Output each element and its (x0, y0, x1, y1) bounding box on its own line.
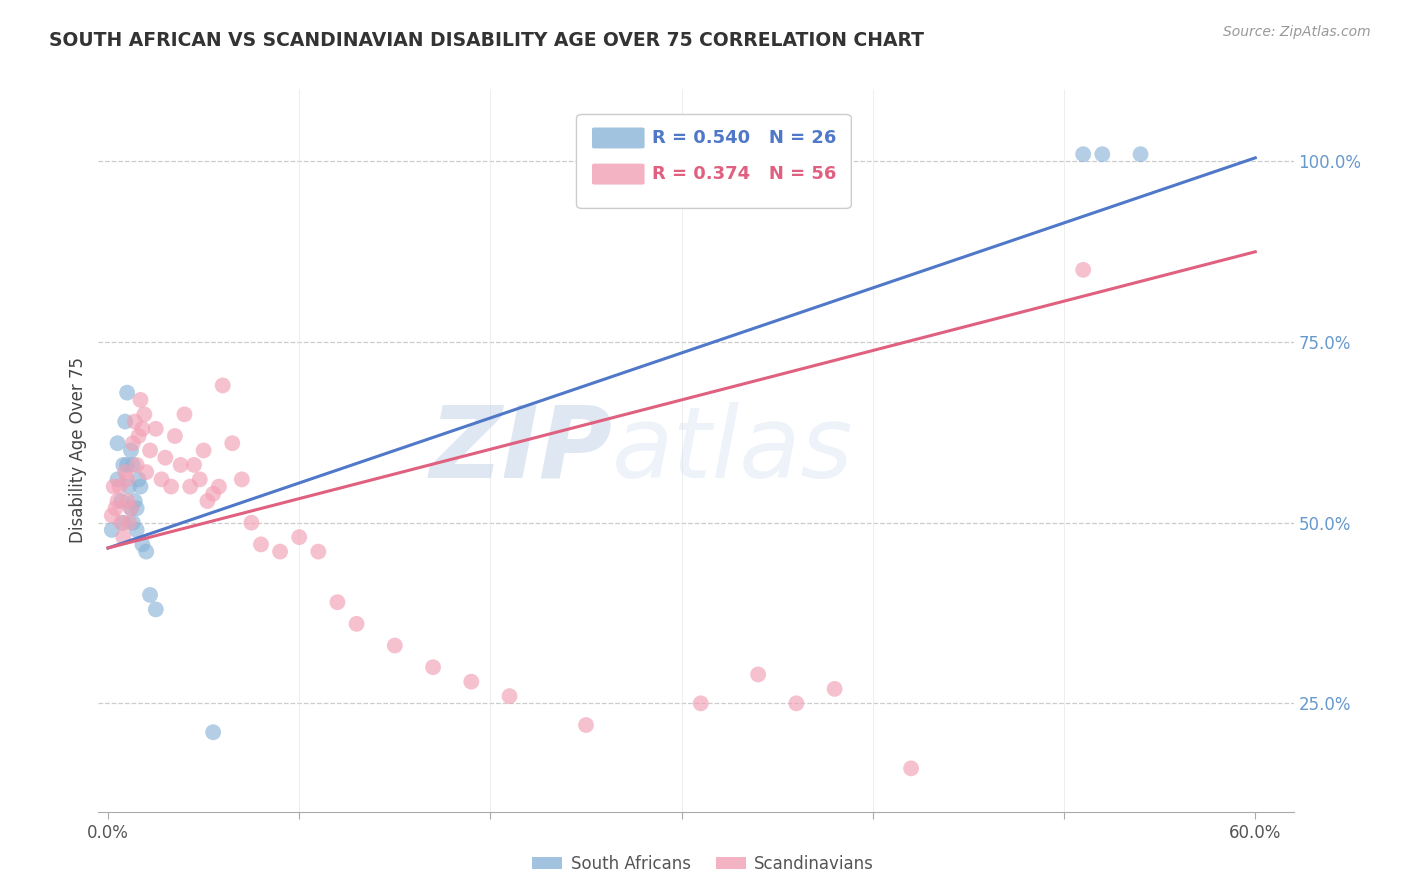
Point (231, 472, 253, 486)
Point (155, 450, 177, 465)
Point (134, 407, 156, 421)
Point (188, 472, 211, 486)
Point (269, 544, 291, 558)
Legend: South Africans, Scandinavians: South Africans, Scandinavians (526, 848, 880, 880)
Point (125, 523, 148, 537)
Point (128, 472, 150, 486)
Point (114, 465, 136, 479)
Point (115, 458, 138, 472)
Point (129, 480, 152, 494)
Point (107, 494, 129, 508)
Point (145, 422, 167, 436)
Point (104, 501, 127, 516)
Y-axis label: Disability Age Over 75: Disability Age Over 75 (69, 358, 87, 543)
Point (135, 465, 157, 479)
Point (114, 415, 136, 429)
Point (1129, 147, 1152, 161)
Point (173, 407, 195, 421)
Text: ZIP: ZIP (429, 402, 613, 499)
Point (179, 480, 201, 494)
Text: R = 0.374   N = 56: R = 0.374 N = 56 (652, 165, 837, 183)
Point (139, 588, 162, 602)
Point (120, 501, 142, 516)
Point (112, 458, 135, 472)
Point (125, 458, 148, 472)
FancyBboxPatch shape (576, 114, 852, 209)
FancyBboxPatch shape (592, 163, 644, 185)
Point (307, 544, 329, 558)
Point (101, 523, 124, 537)
Point (118, 480, 141, 494)
Point (575, 718, 598, 732)
Point (250, 537, 273, 551)
Point (1091, 147, 1114, 161)
Point (124, 494, 146, 508)
Point (240, 516, 263, 530)
Point (211, 378, 233, 392)
Text: atlas: atlas (613, 402, 853, 499)
Point (129, 392, 152, 407)
Point (785, 696, 807, 710)
Point (197, 494, 219, 508)
Point (163, 429, 186, 443)
Point (498, 689, 520, 703)
Point (120, 443, 142, 458)
Point (326, 595, 349, 609)
Point (460, 674, 482, 689)
Point (288, 530, 311, 544)
Point (145, 602, 167, 616)
Point (112, 530, 135, 544)
Point (101, 508, 124, 523)
Point (131, 422, 153, 436)
Point (115, 472, 138, 486)
Point (128, 429, 150, 443)
Point (150, 472, 173, 486)
Point (121, 458, 143, 472)
Point (384, 639, 406, 653)
Point (121, 436, 143, 450)
Point (139, 443, 162, 458)
Point (115, 494, 138, 508)
Text: SOUTH AFRICAN VS SCANDINAVIAN DISABILITY AGE OVER 75 CORRELATION CHART: SOUTH AFRICAN VS SCANDINAVIAN DISABILITY… (49, 31, 924, 50)
Text: R = 0.540   N = 26: R = 0.540 N = 26 (652, 128, 837, 146)
Point (169, 458, 191, 472)
Point (221, 436, 243, 450)
Point (208, 480, 231, 494)
Point (107, 436, 129, 450)
Point (120, 501, 142, 516)
Point (202, 487, 225, 501)
Point (747, 667, 769, 681)
Text: Source: ZipAtlas.com: Source: ZipAtlas.com (1223, 25, 1371, 39)
Point (125, 501, 148, 516)
Point (135, 544, 157, 558)
Point (202, 725, 225, 739)
Point (1071, 147, 1094, 161)
Point (115, 385, 138, 400)
Point (124, 415, 146, 429)
Point (103, 480, 125, 494)
Point (107, 472, 129, 486)
Point (1071, 262, 1094, 277)
Point (689, 696, 711, 710)
Point (108, 480, 131, 494)
Point (112, 516, 135, 530)
Point (900, 761, 922, 775)
Point (346, 616, 368, 631)
Point (422, 660, 444, 674)
Point (110, 516, 132, 530)
Point (824, 681, 846, 696)
Point (131, 537, 153, 551)
Point (110, 494, 132, 508)
Point (183, 458, 205, 472)
Point (118, 516, 141, 530)
Point (160, 480, 183, 494)
FancyBboxPatch shape (592, 128, 644, 148)
Point (193, 443, 215, 458)
Point (121, 516, 143, 530)
